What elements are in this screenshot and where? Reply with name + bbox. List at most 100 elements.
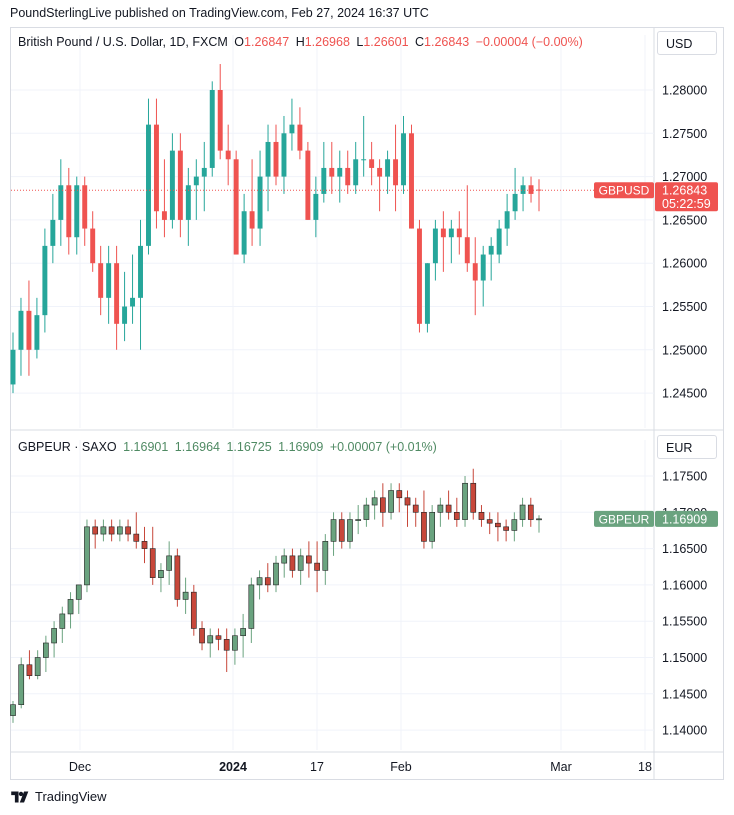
- gbpeur-candle-body: [289, 555, 296, 571]
- gbpusd-tick-label: 1.28000: [662, 84, 707, 98]
- gbpusd-symbol-tag: [594, 182, 654, 199]
- gbpusd-candle-body: [401, 133, 406, 186]
- gbpusd-candle-body: [369, 159, 375, 168]
- gbpeur-candle-body: [199, 628, 205, 644]
- gbpeur-candle-body: [338, 519, 345, 542]
- gbpeur-candle-body: [248, 584, 255, 629]
- gbpusd-candle-body: [225, 150, 231, 160]
- gbpeur-candle-body: [182, 591, 189, 600]
- gbpusd-candle-body: [106, 263, 112, 298]
- footer: TradingView: [10, 789, 107, 804]
- gbpusd-tick-label: 1.26000: [662, 257, 707, 271]
- gbpeur-candle-body: [478, 511, 485, 520]
- gbpeur-candle-body: [264, 577, 271, 586]
- gbpeur-candle-body: [363, 504, 370, 520]
- gbpeur-candle-body: [462, 482, 468, 520]
- gbpeur-candle-body: [166, 555, 173, 571]
- gbpeur-candle-body: [273, 562, 279, 586]
- gbpusd-candle-body: [329, 167, 335, 177]
- gbpeur-candle-body: [149, 548, 156, 578]
- gbpusd-candle-body: [98, 263, 104, 298]
- gbpeur-candle-body: [158, 570, 164, 578]
- gbpusd-candle-body: [504, 211, 510, 229]
- gbpeur-change: +0.00007 (+0.01%): [329, 440, 437, 454]
- gbpeur-candle-body: [437, 504, 444, 513]
- gbpusd-tick-label: 1.26500: [662, 213, 707, 227]
- gbpusd-symbol-tag-label: GBPUSD: [599, 184, 650, 198]
- publish-info: PoundSterlingLive published on TradingVi…: [10, 6, 429, 20]
- gbpusd-candle-body: [18, 310, 24, 350]
- usd-unit-button[interactable]: USD: [657, 31, 717, 55]
- gbpusd-candle-body: [193, 176, 199, 186]
- gbpeur-price-tag: [655, 510, 718, 527]
- gbpusd-candle-body: [337, 167, 343, 177]
- gbpusd-candle-body: [464, 237, 470, 264]
- gbpusd-candle-body: [114, 263, 120, 324]
- gbpusd-close-label: C: [415, 35, 425, 49]
- gbpusd-close: 1.26843: [424, 35, 470, 49]
- gbpusd-low: 1.26601: [363, 35, 409, 49]
- gbpeur-candle-body: [190, 591, 197, 629]
- gbpusd-candle-body: [74, 185, 80, 238]
- gbpeur-candle-body: [207, 635, 214, 644]
- gbpusd-candle-body: [217, 90, 223, 151]
- gbpeur-candle-body: [223, 639, 230, 651]
- gbpusd-candle-body: [432, 228, 438, 264]
- gbpusd-candle-body: [169, 150, 175, 220]
- gbpusd-candle-body: [257, 176, 263, 229]
- gbpeur-candle-body: [281, 555, 288, 564]
- gbpusd-tick-label: 1.25000: [662, 343, 707, 357]
- gbpeur-candle-body: [519, 504, 526, 520]
- gbpeur-candle-body: [215, 635, 222, 640]
- gbpeur-low: 1.16725: [226, 440, 272, 454]
- gbpeur-title: GBPEUR · SAXO: [18, 440, 117, 454]
- gbpusd-candle-body: [10, 349, 16, 385]
- gbpeur-tick-label: 1.16500: [662, 542, 707, 556]
- gbpeur-candle-body: [92, 526, 99, 535]
- gbpeur-candle-body: [495, 522, 501, 528]
- gbpusd-candle-body: [201, 167, 207, 177]
- gbpusd-candle-body: [385, 159, 391, 177]
- gbpusd-candle-body: [42, 245, 48, 316]
- gbpusd-candle-body: [177, 150, 183, 220]
- gbpusd-candle-body: [416, 228, 422, 324]
- gbpusd-candle-body: [313, 193, 319, 220]
- tradingview-logo-icon: [11, 791, 29, 802]
- gbpeur-candle-body: [330, 519, 337, 542]
- gbpusd-title: British Pound / U.S. Dollar, 1D, FXCM: [18, 35, 228, 49]
- gbpeur-price-tag-label: 1.16909: [662, 512, 707, 526]
- gbpusd-candle-body: [424, 263, 430, 324]
- gbpeur-candle-body: [84, 526, 90, 586]
- gbpusd-candle-body: [249, 211, 255, 229]
- time-axis-label: Feb: [390, 760, 412, 774]
- chart-frame: [10, 27, 724, 780]
- gbpeur-candle-body: [388, 490, 394, 513]
- gbpeur-candle-body: [75, 584, 82, 600]
- gbpeur-candle-body: [100, 526, 107, 535]
- gbpeur-candle-body: [256, 577, 263, 586]
- gbpusd-candle-body: [440, 228, 446, 238]
- gbpusd-candle-body: [289, 124, 295, 134]
- gbpeur-close: 1.16909: [278, 440, 324, 454]
- gbpusd-change: −0.00004 (−0.00%): [475, 35, 583, 49]
- gbpeur-candle-body: [116, 526, 123, 535]
- gbpeur-candle-body: [59, 613, 66, 629]
- eur-unit-button[interactable]: EUR: [657, 435, 717, 459]
- gbpusd-candle-body: [265, 141, 271, 177]
- gbpusd-candle-body: [82, 185, 88, 229]
- gbpusd-candle-body: [281, 133, 287, 177]
- gbpusd-candle-body: [26, 310, 32, 350]
- gbpusd-candle-body: [528, 185, 534, 194]
- gbpusd-candle-body: [345, 167, 351, 186]
- gbpusd-candle-body: [66, 185, 72, 238]
- gbpusd-low-label: L: [356, 35, 364, 49]
- gbpeur-candle-body: [486, 519, 493, 524]
- gbpeur-candle-body: [26, 664, 33, 676]
- time-axis-label: 18: [638, 760, 652, 774]
- gbpeur-open: 1.16901: [123, 440, 169, 454]
- gbpeur-candle-body: [511, 519, 518, 531]
- gbpusd-candle-body: [448, 228, 454, 238]
- gbpeur-candle-body: [421, 511, 427, 542]
- gbpeur-candle-body: [18, 664, 25, 705]
